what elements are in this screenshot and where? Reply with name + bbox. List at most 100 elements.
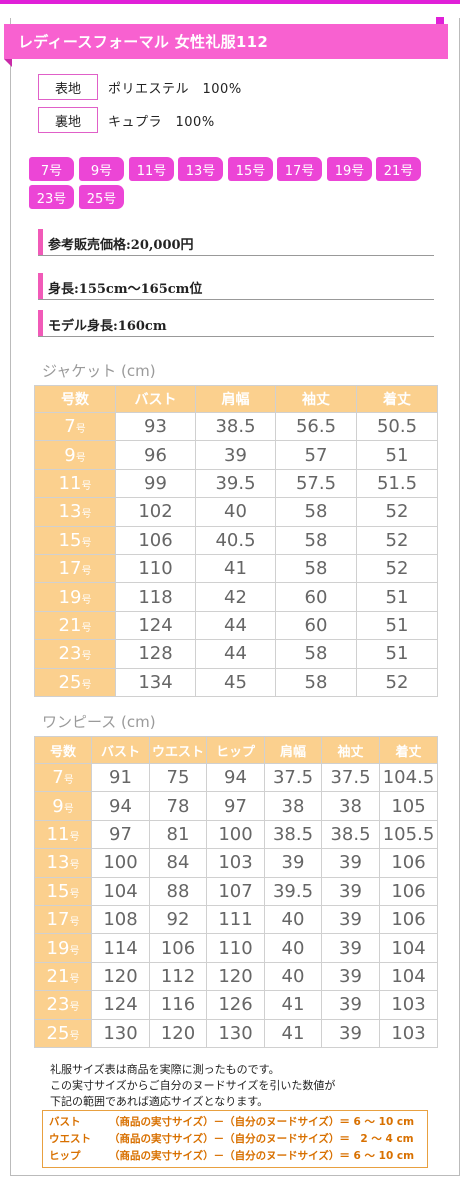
note-line: 下記の範囲であれば適応サイズとなります。 — [50, 1095, 269, 1108]
value-cell: 60 — [275, 610, 357, 641]
material-value: ポリエステル 100% — [108, 81, 242, 97]
size-unit: 号 — [69, 973, 80, 985]
size-tag-13[interactable]: 13号 — [178, 157, 223, 181]
col-header: 着丈 — [379, 736, 438, 764]
value-cell: 51 — [356, 639, 438, 669]
size-cell: 7号 — [34, 762, 92, 793]
size-number: 9 — [64, 444, 76, 466]
value-cell: 38 — [264, 791, 322, 821]
value-cell: 94 — [206, 762, 265, 793]
size-cell: 11号 — [34, 819, 92, 850]
value-cell: 39 — [321, 933, 380, 963]
value-cell: 97 — [91, 819, 150, 850]
table-row: 23号 128 44 58 51 — [34, 639, 438, 669]
size-number: 9 — [52, 795, 64, 817]
value-cell: 126 — [206, 990, 265, 1020]
jacket-header-row: 号数 バスト 肩幅 袖丈 着丈 — [34, 385, 438, 413]
formula-label: ウエスト — [49, 1133, 91, 1145]
note-line: この実寸サイズからご自分のヌードサイズを引いた数値が — [50, 1079, 336, 1092]
value-cell: 44 — [195, 610, 276, 641]
value-cell: 41 — [195, 553, 276, 584]
table-row: 11号 97 81 100 38.5 38.5 105.5 — [34, 819, 438, 850]
table-row: 13号 100 84 103 39 39 106 — [34, 848, 438, 878]
size-tag-23[interactable]: 23号 — [29, 185, 74, 209]
size-unit: 号 — [81, 679, 92, 691]
value-cell: 41 — [264, 990, 322, 1020]
jacket-size-table: 号数 バスト 肩幅 袖丈 着丈 7号 93 38.5 56.5 50.5 9号 96 39 57… — [34, 385, 438, 697]
value-cell: 58 — [275, 667, 357, 697]
value-cell: 38.5 — [264, 819, 322, 850]
size-number: 17 — [46, 909, 70, 931]
value-cell: 57 — [275, 440, 357, 470]
size-tag-19[interactable]: 19号 — [327, 157, 372, 181]
value-cell: 128 — [115, 639, 196, 669]
value-cell: 99 — [115, 468, 196, 499]
value-cell: 120 — [91, 961, 150, 992]
size-number: 15 — [58, 529, 82, 551]
value-cell: 75 — [149, 762, 207, 793]
value-cell: 51 — [356, 582, 438, 612]
formula-label: バスト — [49, 1116, 81, 1128]
size-cell: 7号 — [34, 411, 116, 442]
size-number: 13 — [46, 852, 70, 874]
value-cell: 39.5 — [264, 876, 322, 906]
value-cell: 39.5 — [195, 468, 276, 499]
onepiece-size-table: 号数 バスト ウエスト ヒップ 肩幅 袖丈 着丈 7号 91 75 94 37.5 37.… — [34, 736, 438, 1048]
info-accent — [38, 229, 43, 255]
size-tag-15[interactable]: 15号 — [228, 157, 273, 181]
size-number: 23 — [58, 643, 82, 665]
size-number: 13 — [58, 501, 82, 523]
value-cell: 58 — [275, 525, 357, 555]
info-height: 身長:155cm～165cm位 — [38, 273, 434, 300]
value-cell: 110 — [206, 933, 265, 963]
table-row: 15号 104 88 107 39.5 39 106 — [34, 876, 438, 906]
col-header: 号数 — [34, 385, 116, 413]
value-cell: 52 — [356, 497, 438, 527]
size-cell: 9号 — [34, 440, 116, 470]
size-unit: 号 — [69, 831, 80, 843]
value-cell: 39 — [321, 1018, 380, 1048]
value-cell: 107 — [206, 876, 265, 906]
size-cell: 21号 — [34, 961, 92, 992]
col-header: 袖丈 — [321, 736, 380, 764]
size-tag-7[interactable]: 7号 — [29, 157, 74, 181]
size-unit: 号 — [75, 424, 86, 436]
table-row: 21号 124 44 60 51 — [34, 610, 438, 641]
value-cell: 40 — [195, 497, 276, 527]
value-cell: 103 — [379, 1018, 438, 1048]
table-row: 7号 93 38.5 56.5 50.5 — [34, 411, 438, 442]
size-tag-9[interactable]: 9号 — [79, 157, 124, 181]
info-price: 参考販売価格:20,000円 — [38, 229, 434, 256]
value-cell: 103 — [379, 990, 438, 1020]
col-header: 号数 — [34, 736, 92, 764]
table-row: 21号 120 112 120 40 39 104 — [34, 961, 438, 992]
value-cell: 39 — [321, 848, 380, 878]
size-number: 15 — [46, 880, 70, 902]
size-number: 7 — [64, 416, 76, 438]
size-cell: 17号 — [34, 904, 92, 935]
value-cell: 124 — [115, 610, 196, 641]
size-tag-21[interactable]: 21号 — [376, 157, 421, 181]
table-row: 25号 134 45 58 52 — [34, 667, 438, 697]
value-cell: 39 — [264, 848, 322, 878]
value-cell: 120 — [149, 1018, 207, 1048]
top-accent-line — [0, 0, 460, 4]
col-header: 着丈 — [356, 385, 438, 413]
value-cell: 134 — [115, 667, 196, 697]
value-cell: 58 — [275, 497, 357, 527]
formula-expr: （商品の実寸サイズ）－（自分のヌードサイズ）＝ 6 ～ 10 cm — [109, 1150, 415, 1162]
value-cell: 37.5 — [264, 762, 322, 793]
value-cell: 50.5 — [356, 411, 438, 442]
value-cell: 110 — [115, 553, 196, 584]
value-cell: 106 — [379, 848, 438, 878]
size-tag-25[interactable]: 25号 — [79, 185, 124, 209]
size-unit: 号 — [81, 480, 92, 492]
size-tag-11[interactable]: 11号 — [129, 157, 174, 181]
table-row: 11号 99 39.5 57.5 51.5 — [34, 468, 438, 499]
content-frame — [10, 18, 460, 1176]
formula-expr: （商品の実寸サイズ）－（自分のヌードサイズ）＝ 6 ～ 10 cm — [109, 1116, 415, 1128]
info-accent — [38, 310, 43, 336]
size-tag-17[interactable]: 17号 — [277, 157, 322, 181]
formula-waist: ウエスト （商品の実寸サイズ）－（自分のヌードサイズ）＝ 2 ～ 4 cm — [49, 1131, 427, 1148]
value-cell: 88 — [149, 876, 207, 906]
